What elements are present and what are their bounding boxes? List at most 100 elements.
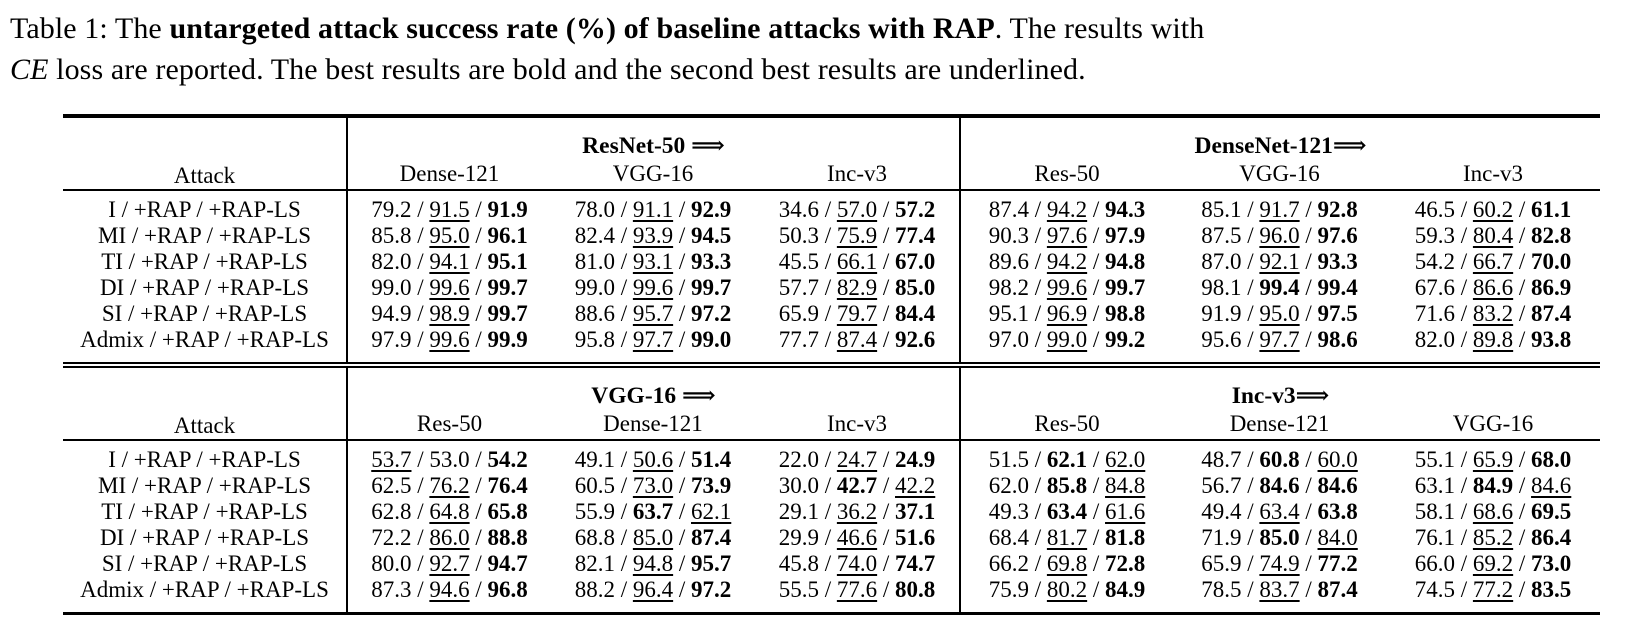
table-cell: 51.5 / 62.1 / 62.0 bbox=[959, 440, 1174, 473]
table-cell: 98.2 / 99.6 / 99.7 bbox=[959, 275, 1174, 301]
table-cell: 62.5 / 76.2 / 76.4 bbox=[346, 473, 551, 499]
attack-column-header: Attack bbox=[63, 114, 347, 191]
table-cell: 87.5 / 96.0 / 97.6 bbox=[1201, 223, 1358, 248]
table-cell: 82.0 / 94.1 / 95.1 bbox=[346, 249, 551, 275]
table-cell: 59.3 / 80.4 / 82.8 bbox=[1414, 223, 1572, 248]
attack-column-header: Attack bbox=[63, 362, 347, 441]
table-cell: 95.1 / 96.9 / 98.8 bbox=[959, 301, 1174, 327]
target-model-header: Dense-121 bbox=[346, 159, 551, 191]
table-cell: 49.3 / 63.4 / 61.6 bbox=[959, 499, 1174, 525]
attack-label: DI / +RAP / +RAP-LS bbox=[99, 275, 310, 300]
table-cell: 87.0 / 92.1 / 93.3 bbox=[1201, 249, 1358, 274]
target-model-header: Dense-121 bbox=[1173, 409, 1387, 441]
table-cell: 74.5 / 77.2 / 83.5 bbox=[1386, 577, 1601, 615]
table-cell: 98.1 / 99.4 / 99.4 bbox=[1201, 275, 1358, 300]
table-cell: 57.7 / 82.9 / 85.0 bbox=[778, 275, 936, 300]
attack-label: SI / +RAP / +RAP-LS bbox=[101, 301, 308, 326]
table-cell: 66.2 / 69.8 / 72.8 bbox=[959, 551, 1174, 577]
table-cell: 91.9 / 95.0 / 97.5 bbox=[1201, 301, 1358, 326]
table-cell: 55.9 / 63.7 / 62.1 bbox=[574, 499, 732, 524]
table-cell: 71.6 / 83.2 / 87.4 bbox=[1414, 301, 1572, 326]
table-cell: 48.7 / 60.8 / 60.0 bbox=[1201, 447, 1358, 472]
table-row: Admix / +RAP / +RAP-LS 97.9 / 99.6 / 99.9… bbox=[63, 327, 1601, 367]
attack-label: MI / +RAP / +RAP-LS bbox=[98, 223, 311, 248]
target-model-header: Inc-v3 bbox=[755, 159, 961, 191]
target-header-row: Res-50 Dense-121 Inc-v3 Res-50 Dense-121 VGG-… bbox=[63, 409, 1601, 441]
table-row: DI / +RAP / +RAP-LS 99.0 / 99.6 / 99.7 99.… bbox=[63, 275, 1600, 301]
table-cell: 97.9 / 99.6 / 99.9 bbox=[346, 327, 551, 367]
table-cell: 78.5 / 83.7 / 87.4 bbox=[1173, 577, 1387, 615]
table-cell: 77.7 / 87.4 / 92.6 bbox=[755, 327, 961, 367]
results-table-body: Attack ResNet-50 ⟹ DenseNet-121⟹ Dense-121 V… bbox=[63, 114, 1601, 615]
table-cell: 50.3 / 75.9 / 77.4 bbox=[778, 223, 936, 248]
table-cell: 58.1 / 68.6 / 69.5 bbox=[1414, 499, 1572, 524]
table-cell: 95.8 / 97.7 / 99.0 bbox=[551, 327, 755, 367]
attack-label: Admix / +RAP / +RAP-LS bbox=[63, 577, 347, 615]
table-caption: Table 1: The untargeted attack success r… bbox=[10, 8, 1635, 90]
attack-label: I / +RAP / +RAP-LS bbox=[108, 197, 301, 222]
table-row: TI / +RAP / +RAP-LS 62.8 / 64.8 / 65.8 55.… bbox=[63, 499, 1600, 525]
target-model-header: Dense-121 bbox=[551, 409, 755, 441]
table-cell: 97.0 / 99.0 / 99.2 bbox=[959, 327, 1174, 367]
table-cell: 99.0 / 99.6 / 99.7 bbox=[346, 275, 551, 301]
table-cell: 62.0 / 85.8 / 84.8 bbox=[959, 473, 1174, 499]
table-cell: 89.6 / 94.2 / 94.8 bbox=[959, 249, 1174, 275]
source-model-group-header: Inc-v3⟹ bbox=[959, 362, 1601, 409]
table-cell: 76.1 / 85.2 / 86.4 bbox=[1414, 525, 1572, 550]
table-cell: 54.2 / 66.7 / 70.0 bbox=[1414, 249, 1572, 274]
table-cell: 90.3 / 97.6 / 97.9 bbox=[959, 223, 1174, 249]
caption-ce-math: CE bbox=[10, 53, 49, 86]
table-cell: 45.5 / 66.1 / 67.0 bbox=[778, 249, 936, 274]
target-model-header: Inc-v3 bbox=[755, 409, 961, 441]
table-cell: 55.1 / 65.9 / 68.0 bbox=[1414, 447, 1572, 472]
table-row: DI / +RAP / +RAP-LS 72.2 / 86.0 / 88.8 68.… bbox=[63, 525, 1600, 551]
table-cell: 82.0 / 89.8 / 93.8 bbox=[1386, 327, 1601, 367]
section-header-row: Attack ResNet-50 ⟹ DenseNet-121⟹ bbox=[63, 114, 1601, 191]
caption-prefix: Table 1: The bbox=[10, 12, 170, 45]
attack-label: SI / +RAP / +RAP-LS bbox=[101, 551, 308, 576]
table-cell: 65.9 / 74.9 / 77.2 bbox=[1201, 551, 1358, 576]
table-cell: 68.4 / 81.7 / 81.8 bbox=[959, 525, 1174, 551]
caption-suffix-1: . The results with bbox=[994, 12, 1205, 45]
attack-label: I / +RAP / +RAP-LS bbox=[108, 447, 301, 472]
table-cell: 46.5 / 60.2 / 61.1 bbox=[1414, 197, 1572, 222]
table-cell: 72.2 / 86.0 / 88.8 bbox=[346, 525, 551, 551]
attack-label: DI / +RAP / +RAP-LS bbox=[99, 525, 310, 550]
table-cell: 65.9 / 79.7 / 84.4 bbox=[778, 301, 936, 326]
section-header-row: Attack VGG-16 ⟹ Inc-v3⟹ bbox=[63, 362, 1601, 441]
table-cell: 53.7 / 53.0 / 54.2 bbox=[346, 440, 551, 473]
target-model-header: Res-50 bbox=[959, 159, 1174, 191]
table-cell: 49.4 / 63.4 / 63.8 bbox=[1201, 499, 1358, 524]
table-row: I / +RAP / +RAP-LS 53.7 / 53.0 / 54.2 49.1… bbox=[63, 440, 1600, 473]
table-cell: 80.0 / 92.7 / 94.7 bbox=[346, 551, 551, 577]
table-cell: 71.9 / 85.0 / 84.0 bbox=[1201, 525, 1358, 550]
table-cell: 30.0 / 42.7 / 42.2 bbox=[778, 473, 936, 498]
table-cell: 79.2 / 91.5 / 91.9 bbox=[346, 190, 551, 223]
table-cell: 94.9 / 98.9 / 99.7 bbox=[346, 301, 551, 327]
table-cell: 29.9 / 46.6 / 51.6 bbox=[778, 525, 936, 550]
caption-suffix-2: loss are reported. The best results are … bbox=[48, 53, 1086, 86]
table-cell: 88.6 / 95.7 / 97.2 bbox=[574, 301, 732, 326]
target-model-header: VGG-16 bbox=[1173, 159, 1387, 191]
table-cell: 87.4 / 94.2 / 94.3 bbox=[959, 190, 1174, 223]
table-cell: 56.7 / 84.6 / 84.6 bbox=[1201, 473, 1358, 498]
source-model-group-header: DenseNet-121⟹ bbox=[959, 114, 1601, 159]
target-model-header: VGG-16 bbox=[1386, 409, 1601, 441]
target-model-header: VGG-16 bbox=[551, 159, 755, 191]
attack-label: TI / +RAP / +RAP-LS bbox=[101, 249, 308, 274]
attack-label: TI / +RAP / +RAP-LS bbox=[101, 499, 308, 524]
target-header-row: Dense-121 VGG-16 Inc-v3 Res-50 VGG-16 Inc-v3 bbox=[63, 159, 1601, 191]
table-row: TI / +RAP / +RAP-LS 82.0 / 94.1 / 95.1 81.… bbox=[63, 249, 1600, 275]
table-cell: 82.4 / 93.9 / 94.5 bbox=[574, 223, 732, 248]
target-model-header: Res-50 bbox=[346, 409, 551, 441]
table-cell: 81.0 / 93.1 / 93.3 bbox=[574, 249, 732, 274]
table-row: SI / +RAP / +RAP-LS 94.9 / 98.9 / 99.7 88.… bbox=[63, 301, 1600, 327]
table-cell: 63.1 / 84.9 / 84.6 bbox=[1414, 473, 1572, 498]
table-cell: 82.1 / 94.8 / 95.7 bbox=[574, 551, 732, 576]
caption-bold-text: untargeted attack success rate (%) of ba… bbox=[169, 12, 995, 45]
table-cell: 34.6 / 57.0 / 57.2 bbox=[778, 197, 936, 222]
table-row: SI / +RAP / +RAP-LS 80.0 / 92.7 / 94.7 82.… bbox=[63, 551, 1600, 577]
table-cell: 60.5 / 73.0 / 73.9 bbox=[574, 473, 732, 498]
table-cell: 29.1 / 36.2 / 37.1 bbox=[778, 499, 936, 524]
table-cell: 45.8 / 74.0 / 74.7 bbox=[778, 551, 936, 576]
